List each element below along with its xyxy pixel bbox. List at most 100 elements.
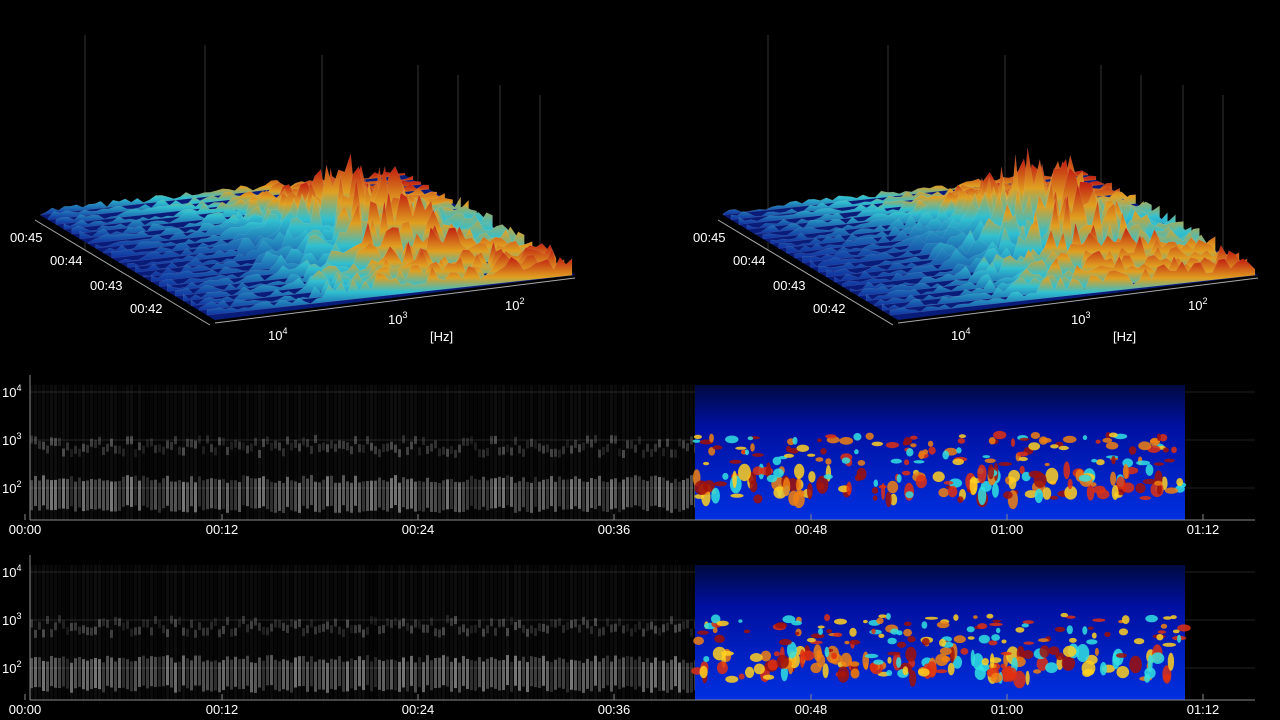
gray-column	[458, 385, 461, 520]
time-label: 00:43	[90, 278, 123, 293]
gray-band	[342, 440, 345, 449]
energy-blob	[889, 493, 898, 506]
energy-blob	[1144, 667, 1156, 679]
gray-column	[646, 385, 649, 520]
gray-low	[646, 658, 649, 689]
gray-column	[306, 565, 309, 700]
gray-low	[66, 479, 69, 510]
gray-band	[106, 619, 109, 628]
gray-band	[494, 627, 497, 636]
gray-low	[354, 475, 357, 506]
gray-low	[542, 479, 545, 510]
energy-blob	[1011, 438, 1015, 447]
gray-band	[578, 624, 581, 633]
gray-column	[246, 385, 249, 520]
gray-band	[490, 436, 493, 445]
gray-column	[42, 565, 45, 700]
gray-low	[690, 662, 693, 693]
energy-blob	[846, 481, 852, 496]
gray-low	[586, 658, 589, 689]
gray-low	[422, 662, 425, 693]
gray-column	[522, 385, 525, 520]
gray-column	[402, 385, 405, 520]
gray-low	[238, 659, 241, 690]
gray-column	[350, 565, 353, 700]
gray-column	[518, 565, 521, 700]
gray-low	[338, 656, 341, 687]
gray-low	[670, 659, 673, 690]
gray-band	[170, 615, 173, 624]
gray-low	[530, 656, 533, 687]
gray-band	[510, 616, 513, 625]
gray-low	[554, 659, 557, 690]
gray-band	[542, 623, 545, 632]
energy-blob	[749, 479, 758, 493]
energy-blob	[752, 453, 764, 457]
gray-low	[506, 655, 509, 686]
gray-column	[690, 385, 693, 520]
energy-blob	[973, 615, 978, 619]
energy-blob	[795, 631, 800, 636]
freq-label: 103	[2, 431, 21, 448]
gray-band	[54, 438, 57, 447]
spectrum-row	[167, 221, 533, 292]
gray-low	[90, 659, 93, 690]
gray-band	[310, 445, 313, 454]
gray-band	[574, 619, 577, 628]
energy-blob	[1167, 652, 1175, 671]
gray-column	[78, 565, 81, 700]
gray-low	[78, 656, 81, 687]
gray-column	[226, 385, 229, 520]
gray-band	[134, 627, 137, 636]
gray-low	[270, 655, 273, 686]
gray-band	[566, 621, 569, 630]
energy-blob	[1176, 478, 1184, 487]
energy-blob	[782, 477, 791, 496]
energy-blob	[871, 628, 876, 635]
gray-band	[362, 444, 365, 453]
gray-column	[642, 565, 645, 700]
gray-column	[586, 385, 589, 520]
gray-column	[526, 565, 529, 700]
gray-low	[114, 661, 117, 692]
gray-band	[626, 623, 629, 632]
time-label: 00:48	[795, 522, 828, 537]
gray-band	[142, 619, 145, 628]
gray-column	[90, 565, 93, 700]
gray-low	[482, 661, 485, 692]
energy-blob	[745, 449, 749, 456]
gray-column	[166, 565, 169, 700]
gray-column	[190, 385, 193, 520]
gray-column	[310, 565, 313, 700]
gray-low	[74, 481, 77, 512]
gray-band	[74, 622, 77, 631]
gray-band	[542, 445, 545, 454]
gray-low	[558, 657, 561, 688]
freq-base: 10	[951, 328, 965, 343]
gray-low	[94, 657, 97, 688]
energy-blob	[1040, 437, 1052, 443]
gray-column	[390, 385, 393, 520]
energy-blob	[998, 462, 1013, 466]
gray-column	[490, 385, 493, 520]
gray-band	[418, 447, 421, 456]
gray-column	[150, 565, 153, 700]
energy-blob	[816, 475, 829, 494]
gray-low	[186, 482, 189, 513]
gray-band	[206, 435, 209, 444]
gray-low	[606, 655, 609, 686]
gray-low	[490, 478, 493, 509]
energy-blob	[986, 613, 994, 619]
gray-column	[530, 565, 533, 700]
gray-low	[438, 657, 441, 688]
gray-column	[534, 385, 537, 520]
gray-band	[526, 628, 529, 637]
energy-blob	[1062, 435, 1077, 443]
energy-blob	[693, 636, 704, 645]
gray-band	[590, 439, 593, 448]
gray-band	[190, 439, 193, 448]
gray-low	[210, 478, 213, 509]
energy-blob	[967, 636, 975, 640]
gray-band	[146, 619, 149, 628]
time-label: 00:42	[130, 301, 163, 316]
